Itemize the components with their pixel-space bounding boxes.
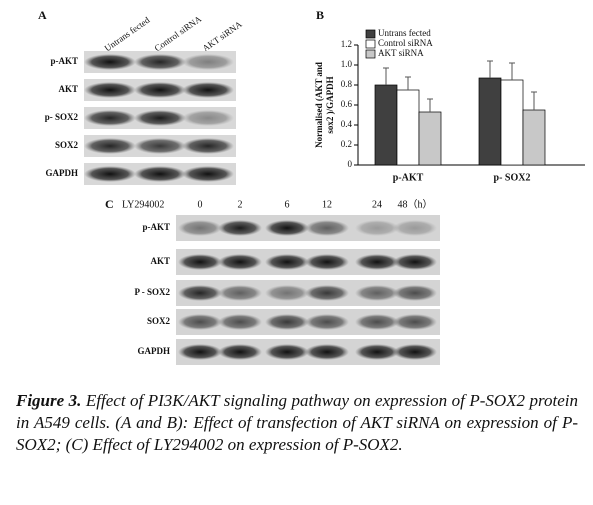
bar [522,109,546,166]
blot-band [178,285,222,301]
x-tick-label: p-AKT [393,172,424,183]
treatment-label: LY294002 [122,199,164,210]
blot-band [178,220,222,236]
blot-band [84,138,136,154]
blot-band [84,54,136,70]
blot-band [265,344,309,360]
y-axis-label: sox2 )/GAPDH [325,76,335,133]
caption-text: Effect of PI3K/AKT signaling pathway on … [16,391,578,454]
blot-band [393,314,437,330]
bar [396,89,420,166]
blot-band [393,220,437,236]
blot-band [265,254,309,270]
blot-band [134,54,186,70]
blot-band [265,220,309,236]
y-tick-label: 1.0 [341,59,353,69]
blot-band [218,344,262,360]
legend-swatch [365,29,376,39]
blot-band [218,220,262,236]
blot-band [84,110,136,126]
legend-swatch [365,39,376,49]
blot-band [265,314,309,330]
row-label: P - SOX2 [134,287,170,297]
row-label: p- SOX2 [45,112,79,122]
legend-label: Untrans fected [378,28,431,38]
blot-band [134,138,186,154]
x-tick-label: p- SOX2 [494,172,531,183]
blot-band [84,166,136,182]
time-label: 6 [285,199,290,210]
y-tick-label: 0.2 [341,139,352,149]
blot-band [218,254,262,270]
blot-band [393,344,437,360]
row-label: AKT [150,256,170,266]
blot-band [355,285,399,301]
bar [418,111,442,166]
panel-label: B [316,8,324,22]
blot-band [182,54,234,70]
blot-band [393,254,437,270]
blot-band [182,138,234,154]
blot-band [178,344,222,360]
row-label: SOX2 [55,140,79,150]
figure-panels: A B C LY294002 Untrans fected Control siR… [38,8,585,365]
y-tick-label: 0.6 [341,99,353,109]
blot-band [265,285,309,301]
y-tick-label: 1.2 [341,39,352,49]
time-label: 48（h） [398,198,433,210]
y-tick-label: 0 [348,159,353,169]
bar [374,84,398,166]
lane-label: Untrans fected [103,15,152,54]
panel-label: C [105,197,114,211]
y-tick-label: 0.8 [341,79,353,89]
row-label: GAPDH [46,168,79,178]
blot-band [355,314,399,330]
caption-label: Figure 3. [16,391,82,410]
blot-band [355,254,399,270]
blot-band [134,82,186,98]
blot-band [355,220,399,236]
blot-band [178,314,222,330]
time-label: 12 [322,199,332,210]
lane-label: AKT siRNA [201,19,244,54]
blot-band [218,285,262,301]
blot-band [305,254,349,270]
bar [500,79,524,166]
legend-swatch [365,49,376,59]
blot-band [84,82,136,98]
blot-band [305,220,349,236]
lane-label: Control siRNA [153,13,204,53]
legend-label: Control siRNA [378,38,433,48]
blot-band [134,166,186,182]
blot-band [182,166,234,182]
row-label: AKT [58,84,78,94]
row-label: SOX2 [147,316,171,326]
blot-band [305,314,349,330]
blot-band [305,344,349,360]
blot-band [218,314,262,330]
time-label: 2 [238,199,243,210]
y-tick-label: 0.4 [341,119,353,129]
time-label: 24 [372,199,382,210]
blot-band [178,254,222,270]
legend-label: AKT siRNA [378,48,424,58]
row-label: GAPDH [138,346,171,356]
time-label: 0 [198,199,203,210]
panel-label: A [38,8,47,22]
caption: Figure 3. Effect of PI3K/AKT signaling p… [16,390,578,456]
bar [478,77,502,166]
blot-band [134,110,186,126]
blot-band [305,285,349,301]
row-label: p-AKT [50,56,78,66]
blot-band [182,82,234,98]
blot-band [355,344,399,360]
y-axis-label: Normalised (AKT and [314,62,324,148]
row-label: p-AKT [142,222,170,232]
blot-band [182,110,234,126]
blot-band [393,285,437,301]
